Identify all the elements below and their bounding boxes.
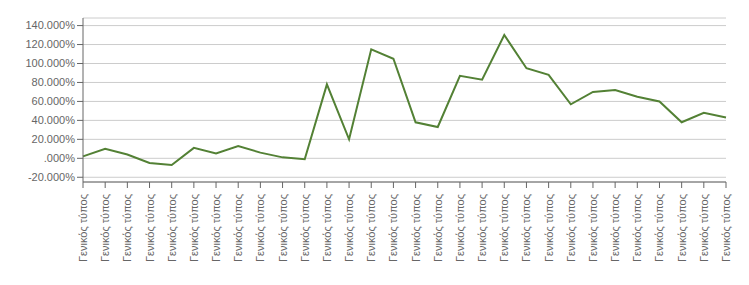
svg-text:-20.000%: -20.000% bbox=[28, 171, 75, 183]
svg-text:Γενικός τύπος: Γενικός τύπος bbox=[188, 194, 200, 262]
svg-text:Γενικός τύπος: Γενικός τύπος bbox=[698, 194, 710, 262]
svg-text:Γενικός τύπος: Γενικός τύπος bbox=[498, 194, 510, 262]
svg-text:Γενικός τύπος: Γενικός τύπος bbox=[587, 194, 599, 262]
svg-text:Γενικός τύπος: Γενικός τύπος bbox=[543, 194, 555, 262]
svg-text:Γενικός τύπος: Γενικός τύπος bbox=[365, 194, 377, 262]
svg-text:60.000%: 60.000% bbox=[32, 95, 76, 107]
svg-text:40.000%: 40.000% bbox=[32, 114, 76, 126]
svg-text:Γενικός τύπος: Γενικός τύπος bbox=[77, 194, 89, 262]
svg-text:Γενικός τύπος: Γενικός τύπος bbox=[476, 194, 488, 262]
svg-text:Γενικός τύπος: Γενικός τύπος bbox=[609, 194, 621, 262]
svg-text:Γενικός τύπος: Γενικός τύπος bbox=[144, 194, 156, 262]
svg-text:Γενικός τύπος: Γενικός τύπος bbox=[520, 194, 532, 262]
svg-text:Γενικός τύπος: Γενικός τύπος bbox=[99, 194, 111, 262]
svg-text:Γενικός τύπος: Γενικός τύπος bbox=[166, 194, 178, 262]
svg-text:Γενικός τύπος: Γενικός τύπος bbox=[676, 194, 688, 262]
svg-text:Γενικός τύπος: Γενικός τύπος bbox=[720, 194, 732, 262]
svg-text:Γενικός τύπος: Γενικός τύπος bbox=[254, 194, 266, 262]
svg-text:Γενικός τύπος: Γενικός τύπος bbox=[631, 194, 643, 262]
svg-text:Γενικός τύπος: Γενικός τύπος bbox=[321, 194, 333, 262]
svg-text:Γενικός τύπος: Γενικός τύπος bbox=[232, 194, 244, 262]
svg-text:Γενικός τύπος: Γενικός τύπος bbox=[210, 194, 222, 262]
svg-text:Γενικός τύπος: Γενικός τύπος bbox=[410, 194, 422, 262]
svg-text:80.000%: 80.000% bbox=[32, 76, 76, 88]
svg-text:120.000%: 120.000% bbox=[25, 38, 75, 50]
svg-text:Γενικός τύπος: Γενικός τύπος bbox=[299, 194, 311, 262]
svg-text:Γενικός τύπος: Γενικός τύπος bbox=[565, 194, 577, 262]
svg-text:Γενικός τύπος: Γενικός τύπος bbox=[387, 194, 399, 262]
svg-text:100.000%: 100.000% bbox=[25, 57, 75, 69]
svg-text:Γενικός τύπος: Γενικός τύπος bbox=[432, 194, 444, 262]
svg-text:140.000%: 140.000% bbox=[25, 19, 75, 31]
svg-text:Γενικός τύπος: Γενικός τύπος bbox=[121, 194, 133, 262]
svg-text:Γενικός τύπος: Γενικός τύπος bbox=[454, 194, 466, 262]
svg-text:Γενικός τύπος: Γενικός τύπος bbox=[653, 194, 665, 262]
svg-text:Γενικός τύπος: Γενικός τύπος bbox=[277, 194, 289, 262]
svg-text:Γενικός τύπος: Γενικός τύπος bbox=[343, 194, 355, 262]
svg-text:.000%: .000% bbox=[44, 152, 75, 164]
svg-text:20.000%: 20.000% bbox=[32, 133, 76, 145]
